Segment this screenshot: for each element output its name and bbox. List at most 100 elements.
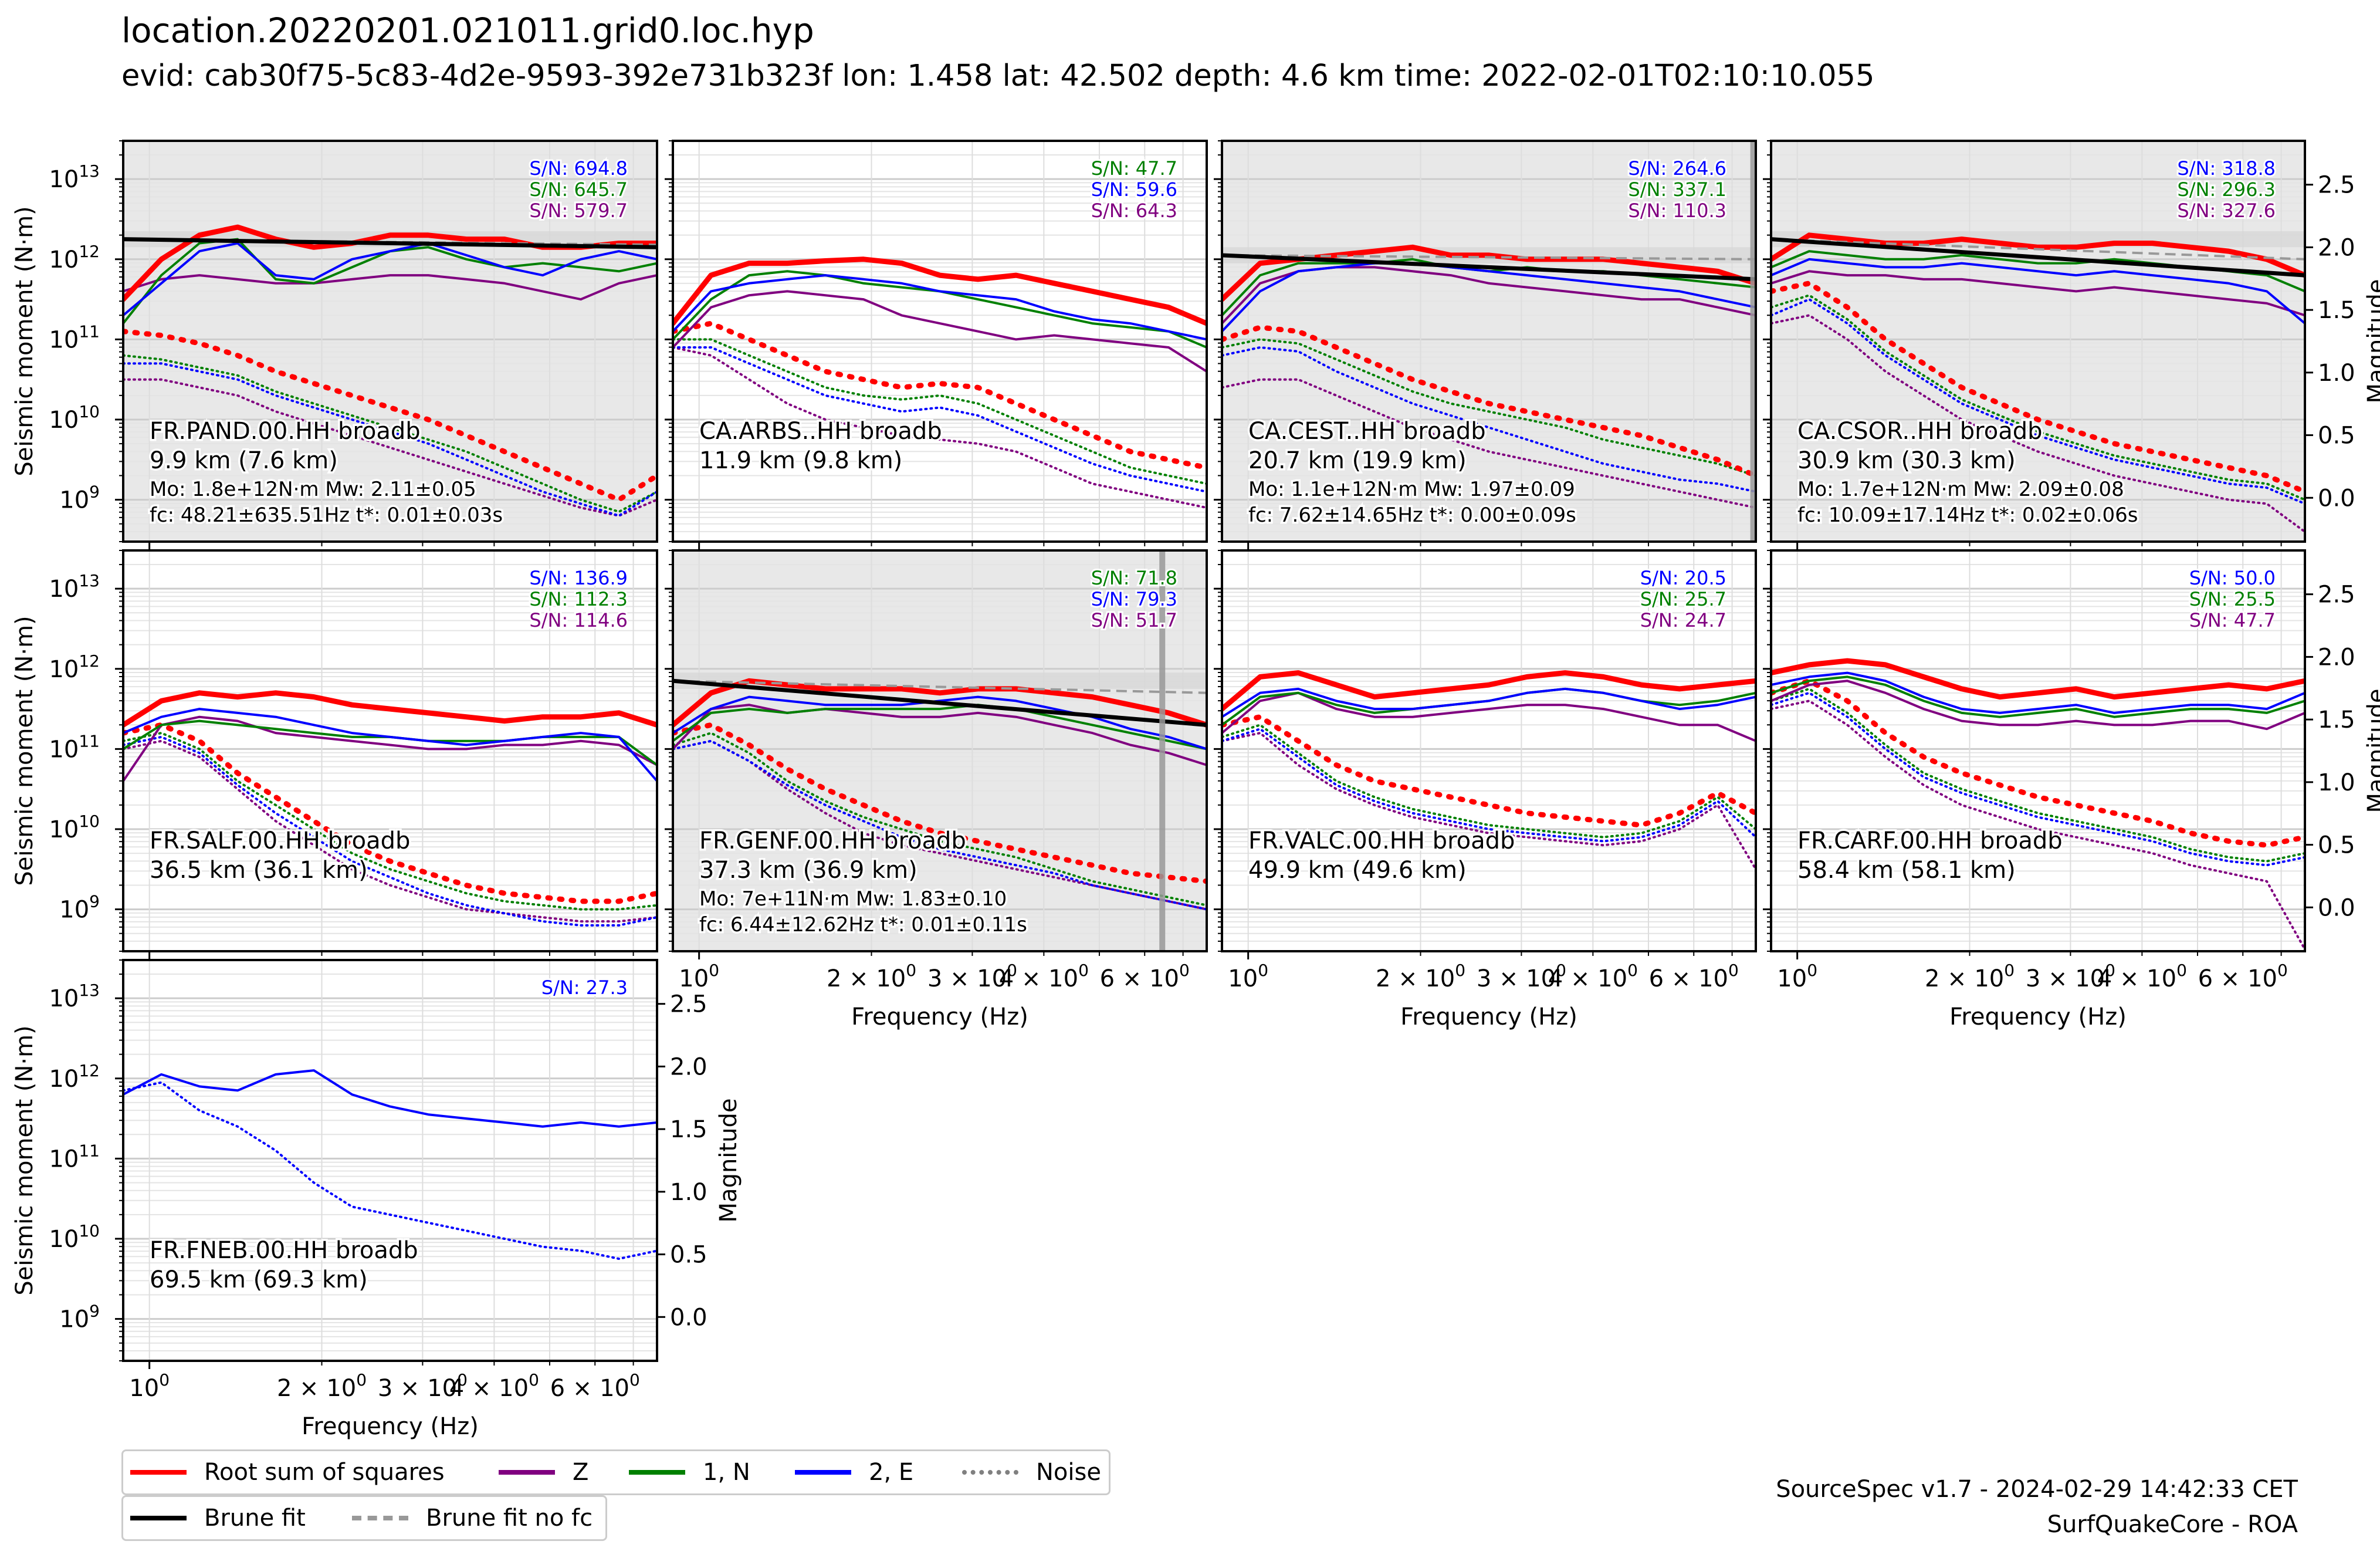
snr-label: S/N: 318.8 <box>2177 157 2276 180</box>
panel-plot-area <box>673 141 1207 542</box>
panel-frame <box>122 959 658 1362</box>
noise-e-line <box>1222 728 1756 843</box>
panel-frame <box>122 140 658 543</box>
x-tick-label: 6 × 100 <box>1100 961 1190 992</box>
red-line-icon <box>130 1470 187 1475</box>
legend-item-e: 2, E <box>795 1451 913 1493</box>
panel-plot-area <box>1222 550 1756 951</box>
y-tick-label: 1011 <box>49 731 100 763</box>
spectrum-z-line <box>1771 270 2305 317</box>
figure-title: location.20220201.021011.grid0.loc.hyp <box>121 11 814 50</box>
station-name: FR.GENF.00.HH broadb <box>699 827 966 854</box>
magnitude-tick-label: 1.0 <box>2318 769 2355 796</box>
x-tick-label: 3 × 100 <box>2026 961 2115 992</box>
y-tick-label: 1012 <box>49 1061 100 1093</box>
spectrum-z-line <box>673 290 1207 373</box>
snr-label: S/N: 579.7 <box>529 200 628 222</box>
legend-item-z: Z <box>499 1451 588 1493</box>
station-distance: 30.9 km (30.3 km) <box>1797 447 2016 474</box>
y-tick-label: 1010 <box>49 812 100 843</box>
x-tick-label: 100 <box>1777 961 1817 992</box>
y-tick-label: 109 <box>59 482 100 514</box>
snr-label: S/N: 264.6 <box>1628 157 1726 180</box>
source-params: Mo: 7e+11N·m Mw: 1.83±0.10 <box>699 887 1007 911</box>
legend-label: Z <box>573 1459 589 1486</box>
magnitude-tick-label: 1.5 <box>2318 297 2355 324</box>
snr-label: S/N: 112.3 <box>529 588 628 610</box>
y-tick-label: 109 <box>59 1302 100 1333</box>
noise-z-line <box>123 739 657 923</box>
spectrum-rss-line <box>1222 670 1756 712</box>
station-distance: 69.5 km (69.3 km) <box>150 1266 368 1293</box>
source-params: fc: 48.21±635.51Hz t*: 0.01±0.03s <box>150 503 503 527</box>
station-distance: 37.3 km (36.9 km) <box>699 857 918 884</box>
noise-rss-line <box>673 722 1207 884</box>
noise-e-line <box>1222 346 1756 493</box>
panel-frame <box>1770 140 2306 543</box>
legend-label: Brune fit no fc <box>426 1505 593 1532</box>
spectrum-e-line <box>1222 687 1756 718</box>
x-tick-label: 2 × 100 <box>827 961 916 992</box>
panel-plot-area <box>123 960 657 1361</box>
gray-dashed-line-icon <box>352 1516 408 1520</box>
x-tick-label: 100 <box>1228 961 1268 992</box>
station-name: FR.SALF.00.HH broadb <box>150 827 410 854</box>
panel-fr-pand-00-hh: 109 1010 1011 1012 1013 Seismic moment (N·m) S… <box>11 140 658 550</box>
source-params: fc: 6.44±12.62Hz t*: 0.01±0.11s <box>699 913 1027 937</box>
snr-label: S/N: 136.9 <box>529 567 628 589</box>
spectrum-e-line <box>1771 671 2305 714</box>
x-tick-label: 100 <box>129 1370 170 1402</box>
panel-ca-cest--hh: S/N: 264.6S/N: 337.1S/N: 110.3 CA.CEST..H… <box>1214 140 1757 550</box>
station-distance: 20.7 km (19.9 km) <box>1248 447 1467 474</box>
y-tick-label: 1012 <box>49 651 100 683</box>
magnitude-tick-label: 0.5 <box>670 1242 707 1269</box>
spectrum-e-line <box>1771 258 2305 325</box>
x-tick-label: 4 × 100 <box>2097 961 2187 992</box>
noise-n-line <box>123 732 657 911</box>
legend-label: Noise <box>1036 1459 1101 1486</box>
noise-n-line <box>1771 294 2305 501</box>
noise-rss-line <box>1222 325 1756 479</box>
station-name: CA.ARBS..HH broadb <box>699 418 942 445</box>
noise-e-line <box>673 739 1207 911</box>
y-axis-label: Seismic moment (N·m) <box>11 1025 38 1295</box>
brune-fit-line <box>1222 253 1756 282</box>
legend-item-brune: Brune fit <box>130 1497 306 1539</box>
station-name: CA.CSOR..HH broadb <box>1797 418 2043 445</box>
y-tick-label: 1010 <box>49 1221 100 1253</box>
snr-label: S/N: 71.8 <box>1091 567 1177 589</box>
x-tick-label: 3 × 100 <box>378 1370 468 1402</box>
x-tick-label: 4 × 100 <box>999 961 1089 992</box>
magnitude-tick-label: 2.0 <box>2318 644 2355 671</box>
snr-label: S/N: 25.7 <box>1640 588 1726 610</box>
station-name: FR.FNEB.00.HH broadb <box>150 1237 418 1264</box>
legend-label: 1, N <box>703 1459 750 1486</box>
magnitude-tick-label: 2.5 <box>2318 172 2355 199</box>
snr-label: S/N: 337.1 <box>1628 178 1726 201</box>
noise-e-line <box>1771 298 2305 505</box>
fit-shade <box>1222 141 1756 542</box>
noise-n-line <box>673 732 1207 907</box>
legend-box-1: Root sum of squares Z 1, N 2, E Noise <box>121 1449 1111 1495</box>
noise-rss-line <box>1771 678 2305 848</box>
legend-item-noise: Noise <box>962 1451 1101 1493</box>
magnitude-tick-label: 1.5 <box>670 1116 707 1143</box>
station-distance: 49.9 km (49.6 km) <box>1248 857 1467 884</box>
snr-label: S/N: 645.7 <box>529 178 628 201</box>
spectrum-rss-line <box>123 690 657 728</box>
x-axis-label: Frequency (Hz) <box>851 1003 1028 1030</box>
legend-label: Brune fit <box>204 1505 306 1532</box>
noise-n-line <box>123 354 657 513</box>
spectrum-z-line <box>123 715 657 782</box>
station-name: FR.PAND.00.HH broadb <box>150 418 421 445</box>
x-axis-label: Frequency (Hz) <box>1400 1003 1577 1030</box>
noise-n-line <box>1771 687 2305 863</box>
magnitude-axis-label: Magnitude <box>715 1099 742 1223</box>
green-line-icon <box>629 1470 685 1475</box>
snr-label: S/N: 694.8 <box>529 157 628 180</box>
magnitude-axis-label: Magnitude <box>2363 279 2380 404</box>
y-tick-label: 1011 <box>49 322 100 353</box>
